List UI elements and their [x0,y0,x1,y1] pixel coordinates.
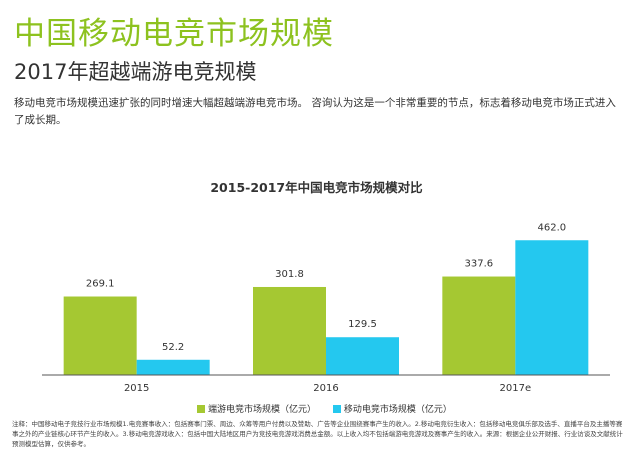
bar-mobile-2015 [136,359,210,375]
bar-chart: 269.1 52.2 2015 301.8 129.5 2016 337.6 462.0 201… [42,222,610,394]
legend-item-mobile: 移动电竞市场规模（亿元） [332,402,452,415]
intro-paragraph: 移动电竞市场规模迅速扩张的同时增速大幅超越端游电竞市场。 咨询认为这是一个非常重… [14,97,616,126]
value-label-pc-2016: 301.8 [275,269,304,280]
value-label-pc-2017e: 337.6 [465,259,494,270]
bar-mobile-2016 [326,337,399,375]
legend-label-mobile: 移动电竞市场规模（亿元） [343,405,452,415]
legend-swatch-mobile [332,404,341,413]
page-subtitle: 2017年超越端游电竞规模 [14,60,257,84]
page-title: 中国移动电竞市场规模 [14,16,334,52]
bar-pc-2015 [63,296,137,375]
chart-legend: 端游电竞市场规模（亿元） 移动电竞市场规模（亿元） [197,402,457,416]
value-label-mobile-2015: 52.2 [162,342,184,353]
chart-title: 2015-2017年中国电竞市场规模对比 [210,180,423,195]
value-label-mobile-2016: 129.5 [348,319,377,330]
footnote: 注释：中国移动电子竞技行业市场规模1.电竞赛事收入：包括赛事门票、周边、众筹等用… [12,420,623,448]
legend-label-pc: 端游电竞市场规模（亿元） [208,405,317,415]
value-label-mobile-2017e: 462.0 [538,222,567,233]
value-label-pc-2015: 269.1 [86,279,115,290]
bar-pc-2016 [253,286,326,375]
bar-mobile-2017e [515,240,589,375]
x-tick-label-2016: 2016 [313,383,338,394]
bar-pc-2017e [442,276,516,375]
legend-swatch-pc [197,404,205,413]
x-tick-label-2015: 2015 [124,383,149,394]
legend-item-pc: 端游电竞市场规模（亿元） [197,402,316,415]
x-tick-label-2017e: 2017e [500,383,532,394]
